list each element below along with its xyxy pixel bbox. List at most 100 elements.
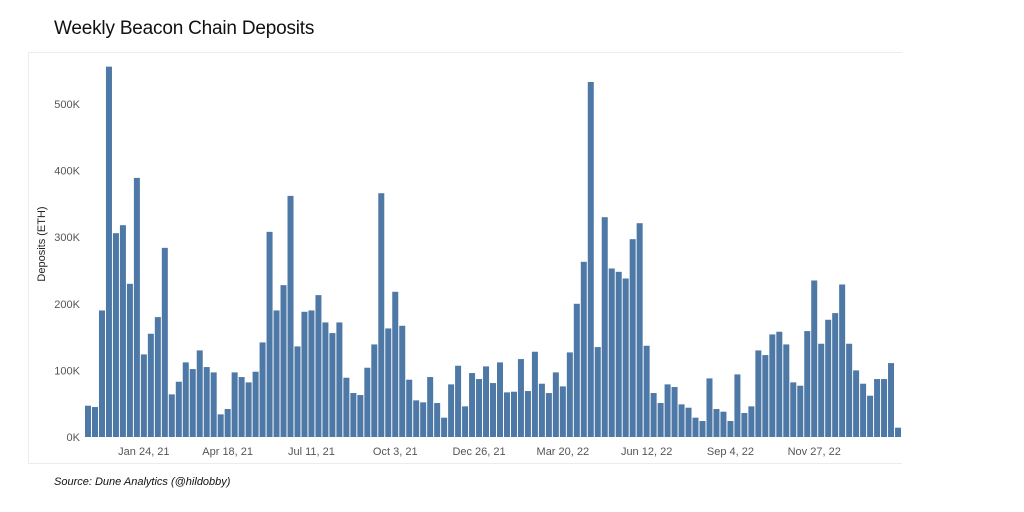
bar — [510, 391, 517, 437]
bar — [469, 373, 476, 437]
bar — [503, 392, 510, 437]
bar — [881, 379, 888, 437]
bar — [629, 239, 636, 437]
bar — [315, 295, 322, 437]
bar — [664, 384, 671, 437]
bar — [420, 402, 427, 437]
bar — [140, 354, 147, 437]
bar — [154, 317, 161, 437]
x-axis: Jan 24, 21 Apr 18, 21 Jul 11, 21 Oct 3, 21 D… — [118, 446, 841, 458]
bar — [846, 343, 853, 437]
bar — [280, 285, 287, 437]
bar — [343, 377, 350, 437]
bar — [168, 394, 175, 437]
bar — [434, 403, 441, 437]
x-tick-label: Mar 20, 22 — [537, 446, 590, 458]
bar — [524, 391, 531, 437]
bar — [231, 372, 238, 437]
bar — [126, 283, 133, 437]
chart-panel — [28, 52, 902, 464]
x-tick-label: Oct 3, 21 — [373, 446, 418, 458]
bar — [538, 383, 545, 437]
y-tick-label: 100K — [54, 365, 80, 377]
bar — [350, 393, 357, 437]
bar — [238, 377, 245, 437]
bar — [294, 346, 301, 437]
bar — [650, 393, 657, 437]
bar — [336, 322, 343, 437]
bar — [755, 350, 762, 437]
bar — [273, 310, 280, 437]
bars — [85, 66, 902, 437]
bar — [769, 334, 776, 437]
bar — [98, 310, 105, 437]
y-tick-label: 300K — [54, 232, 80, 244]
bar — [853, 370, 860, 437]
bar — [713, 409, 720, 437]
bar — [874, 379, 881, 437]
bar — [657, 403, 664, 437]
bar — [441, 417, 448, 437]
bar — [895, 427, 902, 437]
bar — [531, 351, 538, 437]
bar — [727, 421, 734, 437]
bar — [105, 66, 112, 437]
bar — [378, 193, 385, 437]
bar — [839, 284, 846, 437]
bar — [364, 367, 371, 437]
bar — [189, 369, 196, 437]
bar — [580, 261, 587, 437]
bar — [462, 406, 469, 437]
bar — [832, 313, 839, 437]
bar — [573, 303, 580, 437]
bar — [867, 395, 874, 437]
bar — [888, 363, 895, 437]
y-tick-label: 0K — [67, 432, 81, 444]
bar — [825, 319, 832, 437]
bar — [91, 407, 98, 437]
bar — [203, 367, 210, 437]
bar — [587, 81, 594, 437]
bar — [119, 225, 126, 437]
bar — [322, 322, 329, 437]
x-tick-label: Nov 27, 22 — [788, 446, 841, 458]
bar — [594, 347, 601, 437]
bar — [448, 384, 455, 437]
bar — [329, 333, 336, 437]
x-tick-label: Jul 11, 21 — [288, 446, 335, 458]
bar — [790, 382, 797, 437]
bar — [559, 386, 566, 437]
x-tick-label: Jan 24, 21 — [118, 446, 169, 458]
source-note: Source: Dune Analytics (@hildobby) — [54, 476, 231, 488]
bar — [85, 405, 92, 437]
bar — [699, 421, 706, 437]
bar — [671, 387, 678, 437]
bar — [413, 400, 420, 437]
bar — [266, 231, 273, 437]
bar — [545, 393, 552, 437]
bar — [636, 223, 643, 437]
bar — [308, 310, 315, 437]
bar — [476, 379, 483, 437]
bar — [496, 362, 503, 437]
bar — [783, 344, 790, 437]
bar — [455, 365, 462, 437]
bar — [399, 325, 406, 437]
bar — [741, 413, 748, 437]
y-axis: 0K 100K 200K 300K 400K 500K — [54, 99, 80, 444]
bar — [301, 311, 308, 437]
bar — [182, 362, 189, 437]
bar — [748, 406, 755, 437]
bar — [797, 385, 804, 437]
chart-title: Weekly Beacon Chain Deposits — [54, 18, 315, 39]
y-tick-label: 400K — [54, 166, 80, 178]
bar — [517, 359, 524, 437]
y-tick-label: 500K — [54, 99, 80, 111]
bar — [490, 383, 497, 437]
bar — [622, 278, 629, 437]
bar — [734, 374, 741, 437]
bar — [392, 291, 399, 437]
bar — [224, 409, 231, 437]
bar — [720, 411, 727, 437]
y-axis-label: Deposits (ETH) — [36, 206, 48, 281]
